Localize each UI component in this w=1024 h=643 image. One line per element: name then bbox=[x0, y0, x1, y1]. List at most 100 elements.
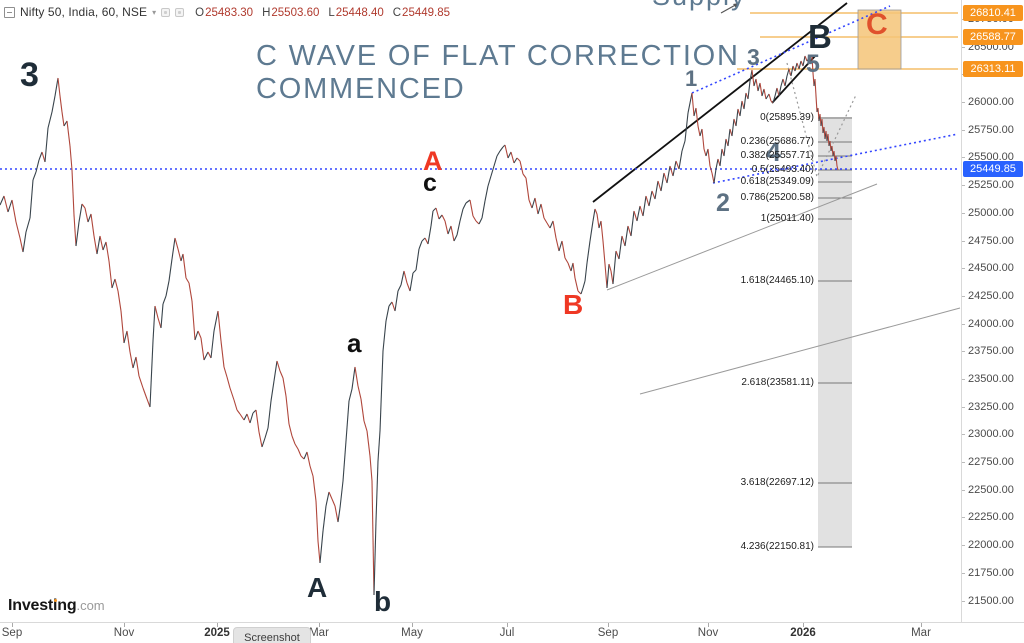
price-segment bbox=[306, 451, 311, 467]
time-tick-label[interactable]: Nov bbox=[113, 627, 135, 639]
price-segment bbox=[185, 277, 190, 284]
price-segment bbox=[54, 77, 59, 97]
time-axis[interactable]: Sep Nov 2025 Mar May Jul Sep Nov 2026 Mar bbox=[0, 622, 1024, 643]
price-segment bbox=[35, 159, 40, 173]
price-segment bbox=[300, 455, 305, 460]
time-tick-mark bbox=[319, 623, 320, 627]
price-segment bbox=[826, 133, 829, 142]
fib-label: 0.5(25493.40) bbox=[751, 164, 814, 175]
price-tick: 26000.00 bbox=[962, 96, 1014, 108]
time-tick-label[interactable]: 2025 bbox=[204, 627, 230, 639]
price-segment bbox=[741, 100, 745, 110]
fib-label: 0.618(25349.09) bbox=[740, 176, 814, 187]
price-segment bbox=[510, 151, 515, 164]
price-segment bbox=[351, 366, 356, 390]
price-segment bbox=[345, 400, 350, 442]
price-segment bbox=[823, 126, 826, 140]
price-segment bbox=[499, 146, 504, 152]
time-tick-label[interactable]: Mar bbox=[309, 627, 329, 639]
price-tick: 24750.00 bbox=[962, 235, 1014, 247]
price-segment bbox=[648, 190, 653, 207]
price-segment bbox=[229, 387, 235, 401]
current-price-chip: 25449.85 bbox=[963, 161, 1023, 177]
price-segment bbox=[339, 480, 344, 509]
price-segment bbox=[751, 69, 755, 87]
price-segment bbox=[604, 263, 608, 289]
price-segment bbox=[818, 113, 821, 122]
close-label: C bbox=[392, 7, 402, 19]
price-segment bbox=[672, 160, 677, 177]
price-segment bbox=[297, 448, 302, 457]
screenshot-button[interactable]: Screenshot bbox=[233, 627, 311, 643]
price-segment bbox=[824, 130, 827, 140]
price-segment bbox=[123, 330, 128, 344]
price-segment bbox=[729, 128, 733, 137]
price-segment bbox=[633, 210, 638, 222]
price-segment bbox=[243, 413, 248, 421]
price-segment bbox=[375, 460, 379, 522]
price-segment bbox=[117, 290, 122, 312]
time-tick-label[interactable]: Sep bbox=[597, 627, 619, 639]
price-segment bbox=[403, 270, 408, 284]
time-tick-label[interactable]: Mar bbox=[911, 627, 931, 639]
price-tick: 21500.00 bbox=[962, 595, 1014, 607]
price-segment bbox=[589, 220, 594, 242]
time-tick-label[interactable]: 2026 bbox=[790, 627, 816, 639]
price-segment bbox=[197, 330, 202, 339]
price-segment bbox=[41, 151, 46, 163]
indicator-icon[interactable] bbox=[175, 7, 185, 17]
price-segment bbox=[15, 221, 21, 239]
time-tick-label[interactable]: May bbox=[401, 627, 423, 639]
ohlc-readout: O25483.30 H25503.60 L25448.40 C25449.85 bbox=[195, 3, 450, 21]
price-segment bbox=[32, 171, 37, 181]
price-tick: 22000.00 bbox=[962, 539, 1014, 551]
price-segment bbox=[444, 220, 449, 235]
wave-label-a: a bbox=[347, 328, 362, 358]
time-tick-label[interactable]: Nov bbox=[697, 627, 719, 639]
price-segment bbox=[765, 93, 770, 100]
price-segment bbox=[63, 120, 68, 127]
price-segment bbox=[96, 235, 101, 255]
price-segment bbox=[379, 350, 384, 432]
time-tick-mark bbox=[507, 623, 508, 627]
time-tick-mark bbox=[12, 623, 13, 627]
price-segment bbox=[7, 199, 13, 213]
price-segment bbox=[834, 155, 837, 162]
price-segment bbox=[360, 398, 365, 422]
wave-label-b: b bbox=[374, 586, 392, 617]
price-segment bbox=[502, 144, 506, 148]
wave-label-c: C bbox=[866, 8, 888, 41]
price-segment bbox=[142, 387, 148, 400]
chevron-down-icon[interactable]: ▾ bbox=[152, 7, 157, 17]
price-segment bbox=[363, 420, 368, 432]
price-segment bbox=[120, 310, 125, 344]
price-segment bbox=[745, 92, 749, 100]
price-segment bbox=[630, 210, 635, 237]
price-axis[interactable]: 26750.0026500.0026250.0026000.0025750.00… bbox=[961, 0, 1024, 622]
price-segment bbox=[325, 491, 330, 507]
price-segment bbox=[472, 215, 477, 222]
price-segment bbox=[504, 144, 509, 159]
price-segment bbox=[453, 234, 458, 242]
price-segment bbox=[258, 431, 263, 448]
collapse-panel-icon[interactable] bbox=[4, 6, 15, 18]
price-segment bbox=[57, 77, 61, 97]
time-tick-label[interactable]: Jul bbox=[499, 627, 515, 639]
price-segment bbox=[385, 305, 390, 322]
price-segment bbox=[770, 100, 774, 104]
price-segment bbox=[594, 208, 598, 215]
time-tick-label[interactable]: Sep bbox=[1, 627, 23, 639]
price-segment bbox=[394, 290, 399, 312]
time-tick-mark bbox=[803, 623, 804, 627]
price-segment bbox=[371, 480, 375, 596]
price-segment bbox=[522, 173, 527, 179]
price-segment bbox=[776, 87, 780, 97]
annotation-title-line1: C WAVE OF FLAT CORRECTION bbox=[256, 40, 740, 72]
price-segment bbox=[606, 263, 610, 289]
chart-style-icon[interactable] bbox=[161, 7, 171, 17]
price-segment bbox=[226, 376, 231, 389]
price-segment bbox=[19, 237, 24, 253]
symbol-title[interactable]: Nifty 50, India, 60, NSE bbox=[20, 5, 148, 19]
price-segment bbox=[90, 213, 95, 237]
